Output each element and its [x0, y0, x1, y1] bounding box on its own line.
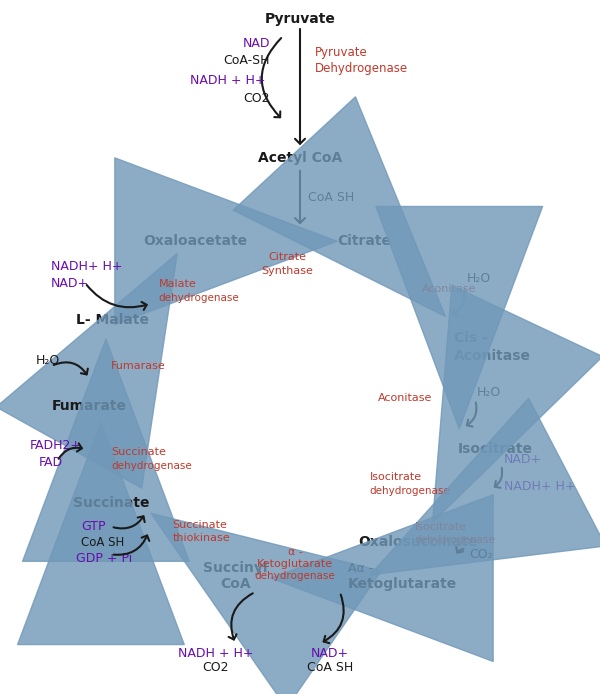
Text: NADH+ H+: NADH+ H+: [51, 260, 122, 273]
Text: Fumarase: Fumarase: [111, 361, 166, 371]
Text: H₂O: H₂O: [36, 354, 61, 366]
Text: Dehydrogenase: Dehydrogenase: [315, 62, 408, 75]
Text: FAD: FAD: [39, 456, 64, 468]
Text: CoA SH: CoA SH: [307, 661, 353, 674]
Text: NAD+: NAD+: [504, 452, 542, 466]
Text: Succinate: Succinate: [73, 496, 149, 510]
Text: Ketoglutarate: Ketoglutarate: [257, 559, 333, 569]
Text: dehydrogenase: dehydrogenase: [158, 293, 239, 303]
Text: Synthase: Synthase: [261, 266, 313, 276]
Text: Acetyl CoA: Acetyl CoA: [258, 151, 342, 165]
Text: CoA-SH: CoA-SH: [224, 54, 270, 67]
Text: Succinyl: Succinyl: [203, 561, 268, 575]
Text: FADH2+: FADH2+: [29, 439, 81, 452]
Text: Malate: Malate: [158, 279, 196, 289]
Text: CO2: CO2: [202, 661, 229, 674]
Text: NADH + H+: NADH + H+: [190, 74, 265, 87]
Text: α -: α -: [287, 548, 302, 557]
Text: Fumarate: Fumarate: [52, 398, 127, 413]
Text: dehydrogenase: dehydrogenase: [254, 571, 335, 581]
Text: NAD+: NAD+: [51, 278, 89, 290]
Text: CoA: CoA: [220, 577, 251, 591]
Text: thiokinase: thiokinase: [173, 534, 230, 543]
Text: dehydrogenase: dehydrogenase: [111, 461, 191, 471]
Text: H₂O: H₂O: [467, 272, 491, 285]
Text: Pyruvate: Pyruvate: [265, 12, 335, 26]
Text: NAD: NAD: [242, 37, 270, 49]
Text: NAD+: NAD+: [311, 647, 349, 660]
Text: Succinate: Succinate: [111, 447, 166, 457]
Text: dehydrogenase: dehydrogenase: [415, 536, 495, 545]
Text: Aα -: Aα -: [348, 561, 373, 575]
Text: Isocitrate: Isocitrate: [370, 472, 422, 482]
Text: Aconitase: Aconitase: [421, 284, 476, 294]
Text: Aconitase: Aconitase: [454, 349, 531, 363]
Text: Cis -: Cis -: [454, 331, 488, 346]
Text: dehydrogenase: dehydrogenase: [370, 486, 451, 496]
Text: Isocitrate: Isocitrate: [457, 442, 532, 456]
Text: H₂O: H₂O: [477, 387, 502, 399]
Text: GTP: GTP: [81, 520, 106, 533]
Text: Succinate: Succinate: [173, 520, 227, 530]
Text: Isocitrate: Isocitrate: [415, 522, 467, 532]
Text: GDP + Pi: GDP + Pi: [76, 552, 132, 565]
Text: Pyruvate: Pyruvate: [315, 46, 368, 60]
Text: Aconitase: Aconitase: [377, 393, 432, 403]
Text: Citrate: Citrate: [268, 252, 306, 262]
Text: CO2: CO2: [244, 92, 270, 105]
Text: NADH+ H+: NADH+ H+: [504, 480, 575, 493]
Text: L- Malate: L- Malate: [76, 314, 149, 328]
Text: CO₂: CO₂: [469, 548, 493, 561]
Text: CoA SH: CoA SH: [308, 191, 354, 204]
Text: Citrate: Citrate: [338, 234, 392, 248]
Text: Ketoglutarate: Ketoglutarate: [348, 577, 457, 591]
Text: Oxaloacetate: Oxaloacetate: [143, 234, 248, 248]
Text: NADH + H+: NADH + H+: [178, 647, 253, 660]
Text: CoA SH: CoA SH: [81, 536, 124, 549]
Text: Oxalosuccinate: Oxalosuccinate: [358, 536, 477, 550]
